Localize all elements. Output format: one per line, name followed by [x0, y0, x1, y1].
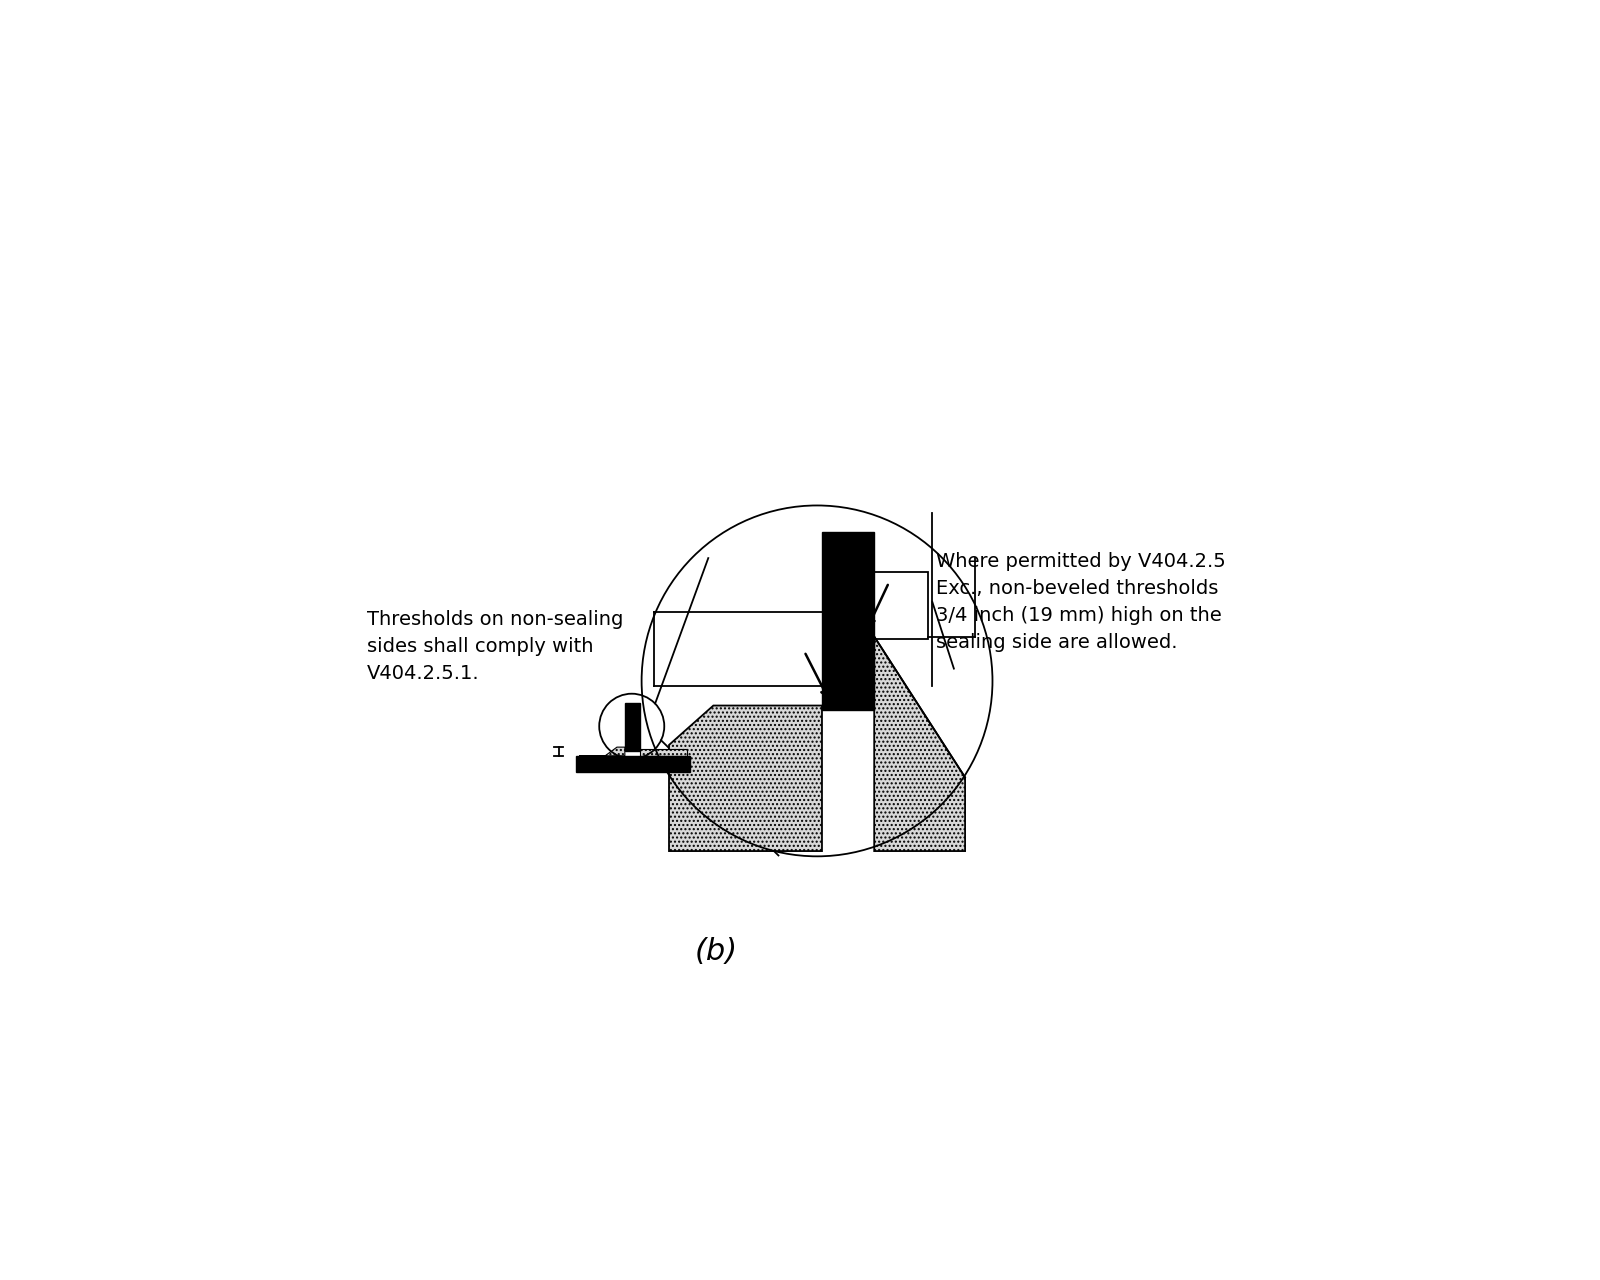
Polygon shape	[579, 748, 626, 755]
Polygon shape	[669, 705, 822, 851]
Text: Where permitted by V404.2.5
Exc., non-beveled thresholds
3/4 inch (19 mm) high o: Where permitted by V404.2.5 Exc., non-be…	[936, 552, 1226, 653]
Text: Thresholds on non-sealing
sides shall comply with
V404.2.5.1.: Thresholds on non-sealing sides shall co…	[366, 609, 622, 684]
Polygon shape	[640, 749, 686, 755]
Polygon shape	[874, 636, 965, 851]
Bar	[874, 572, 928, 639]
Bar	[822, 531, 874, 710]
Bar	[626, 704, 640, 750]
Text: (b): (b)	[694, 937, 738, 966]
Bar	[576, 755, 690, 772]
